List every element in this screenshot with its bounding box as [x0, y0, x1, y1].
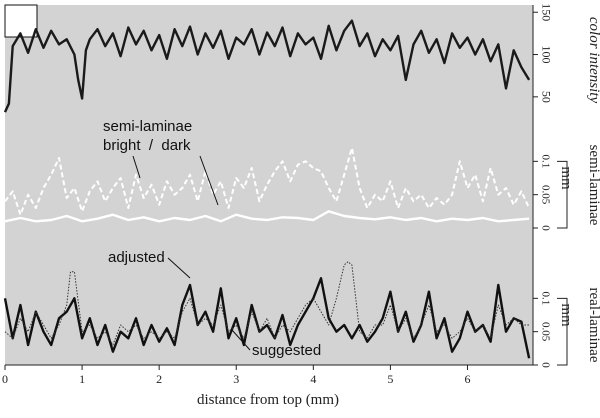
- axes-layer: [4, 5, 568, 370]
- annotation-pointer-dark: [199, 155, 219, 206]
- x-tick-label: 3: [233, 372, 239, 386]
- real-ytick-label: 0.05: [539, 322, 551, 342]
- semi-ytick-label: 0.1: [539, 154, 551, 168]
- real-series-adjusted: [3, 277, 531, 359]
- real-panel-ylabel: real-laminae: [586, 288, 600, 363]
- corner-box: [4, 4, 38, 38]
- color-ytick-label: 50: [539, 91, 553, 103]
- semi-bracket: [557, 160, 568, 229]
- annotation-suggested: suggested: [252, 342, 321, 359]
- x-tick-label: 6: [464, 372, 470, 386]
- color-series-series-0: [3, 19, 531, 113]
- color-ytick-label: 100: [539, 46, 553, 64]
- plot-background: [5, 5, 533, 365]
- real-series-suggested: [4, 261, 530, 346]
- x-tick-label: 4: [310, 372, 316, 386]
- real-panel-unit: mm: [558, 303, 574, 327]
- real-ytick-label: 0: [539, 362, 551, 368]
- real-ytick-label: 0.1: [539, 291, 551, 305]
- annotation-semi-laminae: semi-laminae: [103, 118, 192, 135]
- x-axis-label: distance from top (mm): [197, 392, 339, 408]
- annotation-pointer-bright: [132, 155, 141, 179]
- annotation-pointer-suggested: [231, 329, 251, 351]
- annotation-bright-dark: bright / dark: [103, 137, 191, 154]
- color-panel-ylabel: color intensity: [586, 17, 600, 104]
- annotation-pointer-adjusted: [167, 257, 191, 279]
- semi-panel-ylabel: semi-laminae: [586, 145, 600, 226]
- annotation-adjusted: adjusted: [108, 249, 165, 266]
- semi-ytick-label: 0.05: [539, 185, 551, 205]
- real-bracket: [557, 297, 568, 366]
- semi-panel-unit: mm: [558, 166, 574, 190]
- x-tick-label: 0: [2, 372, 8, 386]
- x-tick-label: 2: [156, 372, 162, 386]
- semi-ytick-label: 0: [539, 225, 551, 231]
- semi-series-dark: [4, 210, 530, 223]
- x-tick-label: 5: [387, 372, 393, 386]
- semi-series-bright: [4, 147, 531, 216]
- series-layer: [3, 19, 531, 359]
- x-tick-label: 1: [79, 372, 85, 386]
- color-ytick-label: 150: [539, 3, 553, 21]
